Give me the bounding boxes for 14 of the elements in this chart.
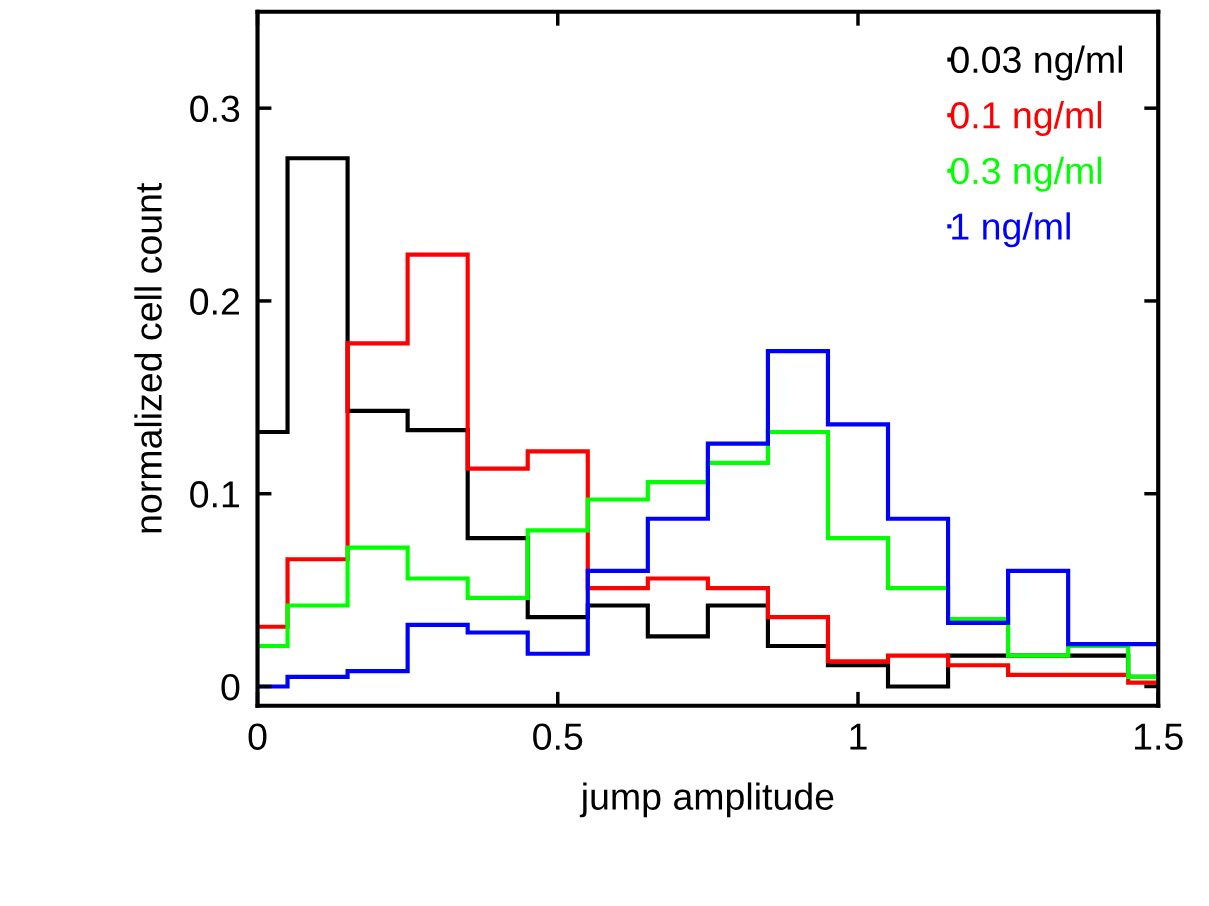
- legend-label: 0.3 ng/ml: [950, 156, 1102, 192]
- legend-label: 1 ng/ml: [952, 212, 1070, 248]
- x-tick-label: 0.5: [533, 723, 583, 750]
- x-tick-label: 0: [248, 723, 267, 750]
- y-tick-label: 0.1: [190, 481, 240, 508]
- y-tick-label: 0.2: [190, 288, 239, 315]
- legend-label: 0.03 ng/ml: [950, 45, 1122, 81]
- x-tick-label: 1.5: [1135, 723, 1183, 750]
- y-tick-label: 0.3: [190, 95, 240, 123]
- legend-label: 0.1 ng/ml: [950, 101, 1102, 137]
- x-axis-title: jump amplitude: [579, 782, 834, 818]
- y-tick-label: 0: [221, 673, 240, 701]
- x-tick-label: 1: [850, 723, 867, 750]
- y-axis-title: normalized cell count: [134, 182, 162, 533]
